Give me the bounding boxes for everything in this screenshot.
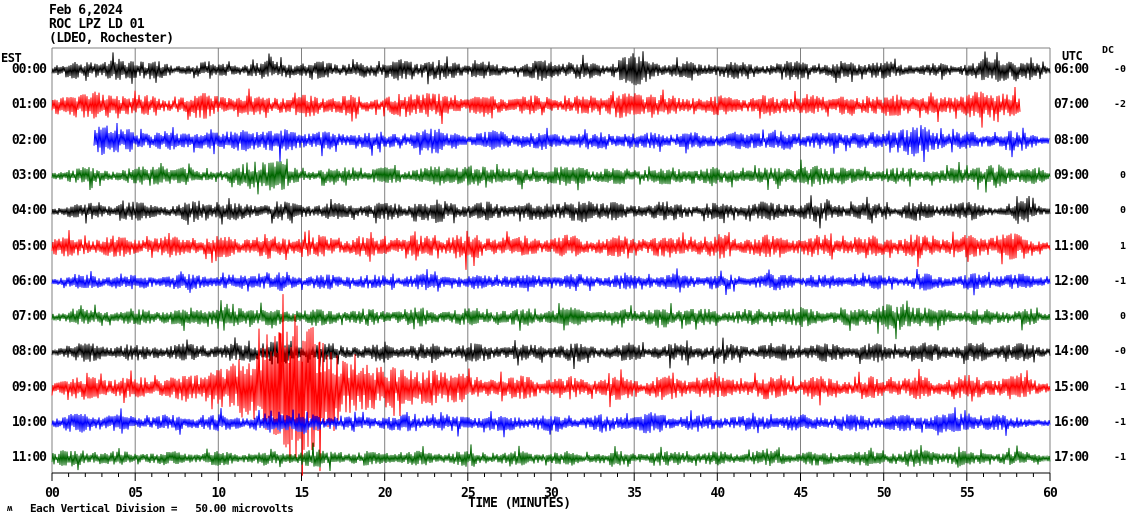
utc-hour-label: 13:00 bbox=[1054, 309, 1089, 325]
dc-offset-value: -1 bbox=[1113, 275, 1126, 287]
trace-row-11:00 bbox=[51, 442, 1051, 472]
grid-lines bbox=[51, 47, 1051, 474]
x-tick-label: 30 bbox=[544, 486, 559, 501]
dc-column-header: DC bbox=[1102, 45, 1115, 56]
trace-row-08:00 bbox=[51, 337, 1051, 370]
utc-hour-label: 16:00 bbox=[1054, 415, 1089, 430]
est-hour-label: 00:00 bbox=[11, 62, 47, 77]
dc-offset-value: 0 bbox=[1119, 205, 1126, 217]
utc-hour-label: 15:00 bbox=[1054, 379, 1089, 395]
dc-offset-value: 1 bbox=[1119, 240, 1126, 252]
trace-row-09:00 bbox=[51, 294, 1051, 476]
utc-hour-label: 06:00 bbox=[1054, 62, 1089, 77]
x-tick-label: 25 bbox=[461, 486, 476, 501]
x-tick-label: 10 bbox=[211, 486, 227, 501]
est-hour-label: 10:00 bbox=[11, 415, 47, 430]
dc-offset-value: -1 bbox=[1113, 381, 1126, 393]
est-hour-label: 03:00 bbox=[11, 167, 47, 183]
x-axis-ticks bbox=[51, 473, 1051, 481]
est-hour-label: 09:00 bbox=[11, 379, 47, 395]
utc-hour-label: 14:00 bbox=[1054, 344, 1089, 360]
utc-hour-label: 11:00 bbox=[1054, 238, 1089, 254]
title-station: ROC LPZ LD 01 bbox=[49, 17, 145, 32]
trace-row-02:00 bbox=[93, 122, 1050, 163]
trace-row-06:00 bbox=[51, 268, 1051, 296]
utc-hour-label: 17:00 bbox=[1054, 450, 1089, 466]
x-axis-title: TIME (MINUTES) bbox=[468, 496, 571, 511]
title-date: Feb 6,2024 bbox=[49, 3, 123, 18]
est-hour-label: 01:00 bbox=[11, 97, 47, 113]
x-tick-label: 45 bbox=[793, 486, 809, 501]
est-hour-label: 07:00 bbox=[11, 309, 47, 325]
x-tick-label: 15 bbox=[294, 486, 310, 501]
utc-hour-label: 10:00 bbox=[1054, 203, 1089, 219]
utc-hour-label: 09:00 bbox=[1054, 167, 1089, 183]
trace-row-00:00 bbox=[51, 51, 1051, 86]
scale-note: Each Vertical Division = 50.00 microvolt… bbox=[30, 502, 294, 515]
dc-offset-value: -0 bbox=[1113, 346, 1126, 358]
x-tick-label: 35 bbox=[627, 486, 642, 501]
trace-row-04:00 bbox=[51, 195, 1051, 229]
right-axis-header: UTC bbox=[1062, 49, 1083, 63]
dc-offset-value: -2 bbox=[1113, 99, 1126, 111]
scale-glyph-icon: ʍ bbox=[7, 504, 13, 514]
est-hour-label: 06:00 bbox=[11, 273, 47, 289]
utc-hour-label: 12:00 bbox=[1054, 273, 1089, 289]
utc-hour-label: 08:00 bbox=[1054, 132, 1089, 148]
x-tick-label: 60 bbox=[1043, 486, 1058, 501]
dc-offset-value: -1 bbox=[1113, 417, 1126, 428]
x-tick-label: 05 bbox=[128, 486, 143, 501]
trace-row-05:00 bbox=[51, 230, 1051, 270]
x-tick-label: 20 bbox=[377, 486, 393, 501]
trace-row-03:00 bbox=[51, 158, 1051, 195]
est-hour-label: 04:00 bbox=[11, 203, 47, 219]
trace-row-07:00 bbox=[51, 300, 1051, 340]
est-hour-label: 05:00 bbox=[11, 238, 47, 254]
title-location: (LDEO, Rochester) bbox=[49, 31, 174, 46]
x-tick-label: 50 bbox=[876, 486, 892, 501]
dc-offset-value: -0 bbox=[1113, 64, 1126, 75]
dc-offset-value: -1 bbox=[1113, 452, 1126, 464]
trace-row-01:00 bbox=[51, 86, 1021, 128]
left-axis-header: EST bbox=[1, 51, 22, 65]
dc-offset-value: 0 bbox=[1119, 169, 1126, 181]
utc-hour-label: 07:00 bbox=[1054, 97, 1089, 113]
est-hour-label: 08:00 bbox=[11, 344, 47, 360]
est-hour-label: 11:00 bbox=[11, 450, 47, 466]
x-tick-label: 00 bbox=[45, 486, 60, 501]
trace-row-10:00 bbox=[51, 407, 1051, 438]
dc-offset-value: 0 bbox=[1119, 311, 1126, 323]
x-tick-label: 55 bbox=[960, 486, 975, 501]
est-hour-label: 02:00 bbox=[11, 132, 47, 148]
x-tick-label: 40 bbox=[710, 486, 726, 501]
